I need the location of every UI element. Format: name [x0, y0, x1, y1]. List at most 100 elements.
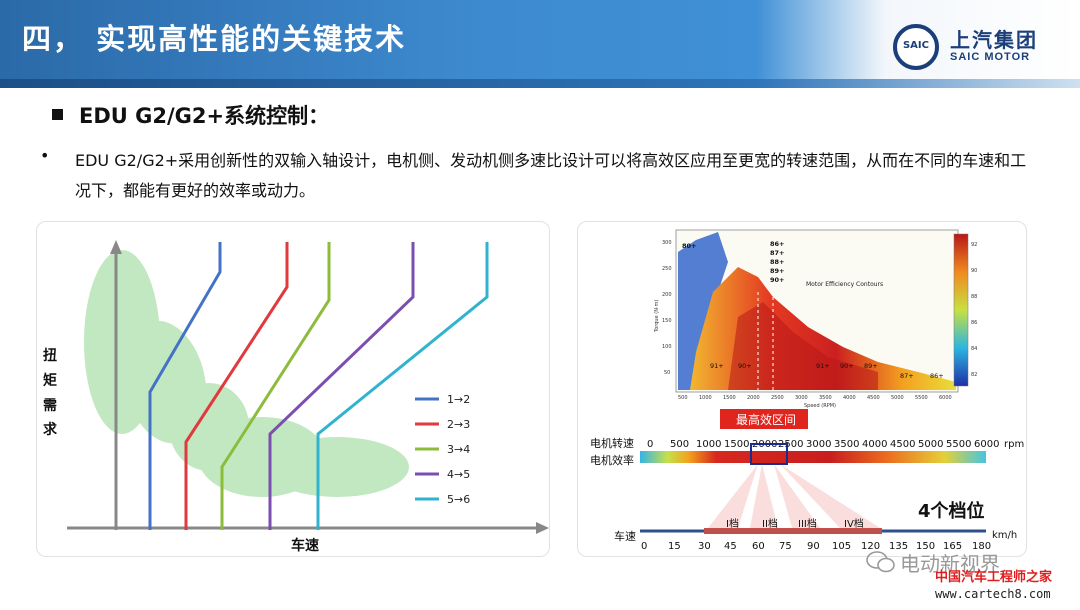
rpm-tick: 0 [647, 439, 653, 450]
colorbar-ticks: 92 90 88 86 84 82 [971, 242, 977, 378]
contour-label-80: 80+ [682, 242, 697, 250]
gear-count-label: 4个档位 [918, 500, 985, 522]
shift-diagram: 扭 矩 需 求 车速 1→2 2→3 3→4 4→5 5→6 [43, 240, 549, 554]
contour-label-86: 86+ [770, 240, 785, 248]
map-low-eff-region [678, 232, 728, 390]
saic-logo-mark-text: SAIC [902, 40, 929, 51]
speed-tick: 105 [832, 541, 851, 552]
shift-line-2-3 [184, 242, 289, 530]
logo-english-name: SAIC MOTOR [950, 51, 1031, 63]
colorbar-tick: 82 [971, 372, 977, 378]
legend-label-3-4: 3→4 [447, 443, 470, 456]
speed-unit: km/h [992, 530, 1017, 541]
rpm-scale: 0 500 1000 1500 2000 2500 3000 3500 4000… [647, 439, 1024, 450]
speed-tick: 30 [698, 541, 711, 552]
contour-label-86b: 86+ [930, 372, 944, 380]
rpm-tick: 500 [670, 439, 689, 450]
map-x-tick: 6000 [939, 395, 952, 401]
speed-tick: 45 [724, 541, 737, 552]
shift-line-3-4 [220, 242, 331, 530]
legend-label-1-2: 1→2 [447, 393, 470, 406]
shift-diagram-panel: 扭 矩 需 求 车速 1→2 2→3 3→4 4→5 5→6 [36, 221, 550, 557]
rpm-tick: 5000 [918, 439, 943, 450]
site-watermark-url: www.cartech8.com [935, 587, 1051, 601]
contour-label-89b: 89+ [864, 362, 878, 370]
colorbar-tick: 88 [971, 294, 977, 300]
contour-label-90a: 90+ [738, 362, 752, 370]
map-x-tick: 2000 [747, 395, 760, 401]
map-y-tick: 250 [662, 266, 672, 272]
y-label-char: 求 [43, 421, 58, 438]
speed-tick: 120 [861, 541, 880, 552]
gear-label-4: IV档 [844, 517, 864, 530]
contour-label-91a: 91+ [710, 362, 724, 370]
legend-label-4-5: 4→5 [447, 468, 470, 481]
speed-tick: 150 [916, 541, 935, 552]
speed-tick: 75 [779, 541, 792, 552]
efficiency-panel: Motor Efficiency Contours 80+ 86+ 87+ 88… [577, 221, 1027, 557]
map-x-tick: 4500 [867, 395, 880, 401]
y-axis-label: 扭 矩 需 求 [43, 347, 58, 438]
high-eff-label-box [720, 409, 808, 429]
map-x-tick: 4000 [843, 395, 856, 401]
map-x-ticks: 500 1000 1500 2000 2500 3000 3500 4000 4… [678, 395, 952, 401]
contour-label-89: 89+ [770, 267, 785, 275]
shift-line-4-5 [268, 242, 415, 530]
contour-label-90b: 90+ [840, 362, 854, 370]
logo-chinese-name: 上汽集团 [950, 28, 1038, 52]
map-y-tick: 300 [662, 240, 672, 246]
efficiency-map: Motor Efficiency Contours 80+ 86+ 87+ 88… [654, 229, 977, 409]
peak-window-box [750, 443, 788, 465]
gear-range-bar [704, 528, 882, 534]
contour-label-87: 87+ [770, 249, 785, 257]
gear-projection-4 [780, 464, 880, 528]
gear-label-3: III档 [798, 517, 817, 530]
rpm-tick: 4000 [862, 439, 887, 450]
legend: 1→2 2→3 3→4 4→5 5→6 [415, 393, 470, 506]
colorbar-tick: 92 [971, 242, 977, 248]
speed-tick: 60 [752, 541, 765, 552]
map-y-tick: 100 [662, 344, 672, 350]
gear-projection-1 [708, 464, 758, 528]
rpm-tick: 5500 [946, 439, 971, 450]
map-x-tick: 5000 [891, 395, 904, 401]
y-axis-arrow [110, 240, 122, 254]
legend-label-2-3: 2→3 [447, 418, 470, 431]
shift-line-5-6 [316, 242, 489, 530]
speed-tick: 135 [889, 541, 908, 552]
zone-5 [265, 437, 409, 497]
rpm-tick: 2500 [778, 439, 803, 450]
map-x-tick: 3000 [795, 395, 808, 401]
section-heading: EDU G2/G2+系统控制： [52, 100, 329, 130]
map-y-tick: 150 [662, 318, 672, 324]
speed-tick: 0 [641, 541, 647, 552]
map-x-tick: 5500 [915, 395, 928, 401]
gear-label-2: II档 [762, 517, 778, 530]
vehicle-speed-label: 车速 [614, 529, 636, 543]
speed-tick: 15 [668, 541, 681, 552]
map-x-tick: 1000 [699, 395, 712, 401]
bullet-dot: • [40, 146, 50, 165]
map-x-tick: 3500 [819, 395, 832, 401]
contour-label-90: 90+ [770, 276, 785, 284]
y-label-char: 需 [43, 397, 57, 414]
x-axis-label: 车速 [291, 537, 319, 554]
gear-projection-3 [774, 464, 820, 528]
wechat-icon [866, 551, 895, 573]
gear-projection-2 [750, 464, 778, 528]
gear-labels: I档 II档 III档 IV档 [726, 517, 864, 530]
motor-eff-label: 电机效率 [590, 453, 634, 467]
contour-label-87b: 87+ [900, 372, 914, 380]
contour-label-88: 88+ [770, 258, 785, 266]
map-y-tick: 50 [664, 370, 670, 376]
rpm-tick: 3000 [806, 439, 831, 450]
speed-scale: 0 15 30 45 60 75 90 105 120 135 150 165 … [641, 530, 1017, 552]
map-x-tick: 1500 [723, 395, 736, 401]
rpm-tick: 4500 [890, 439, 915, 450]
legend-label-5-6: 5→6 [447, 493, 470, 506]
y-label-char: 扭 [43, 347, 57, 364]
map-y-axis-label: Torque (N·m) [654, 300, 660, 333]
high-eff-label: 最高效区间 [736, 412, 796, 427]
section-heading-text: EDU G2/G2+系统控制： [79, 104, 330, 128]
efficiency-zones [84, 250, 409, 497]
